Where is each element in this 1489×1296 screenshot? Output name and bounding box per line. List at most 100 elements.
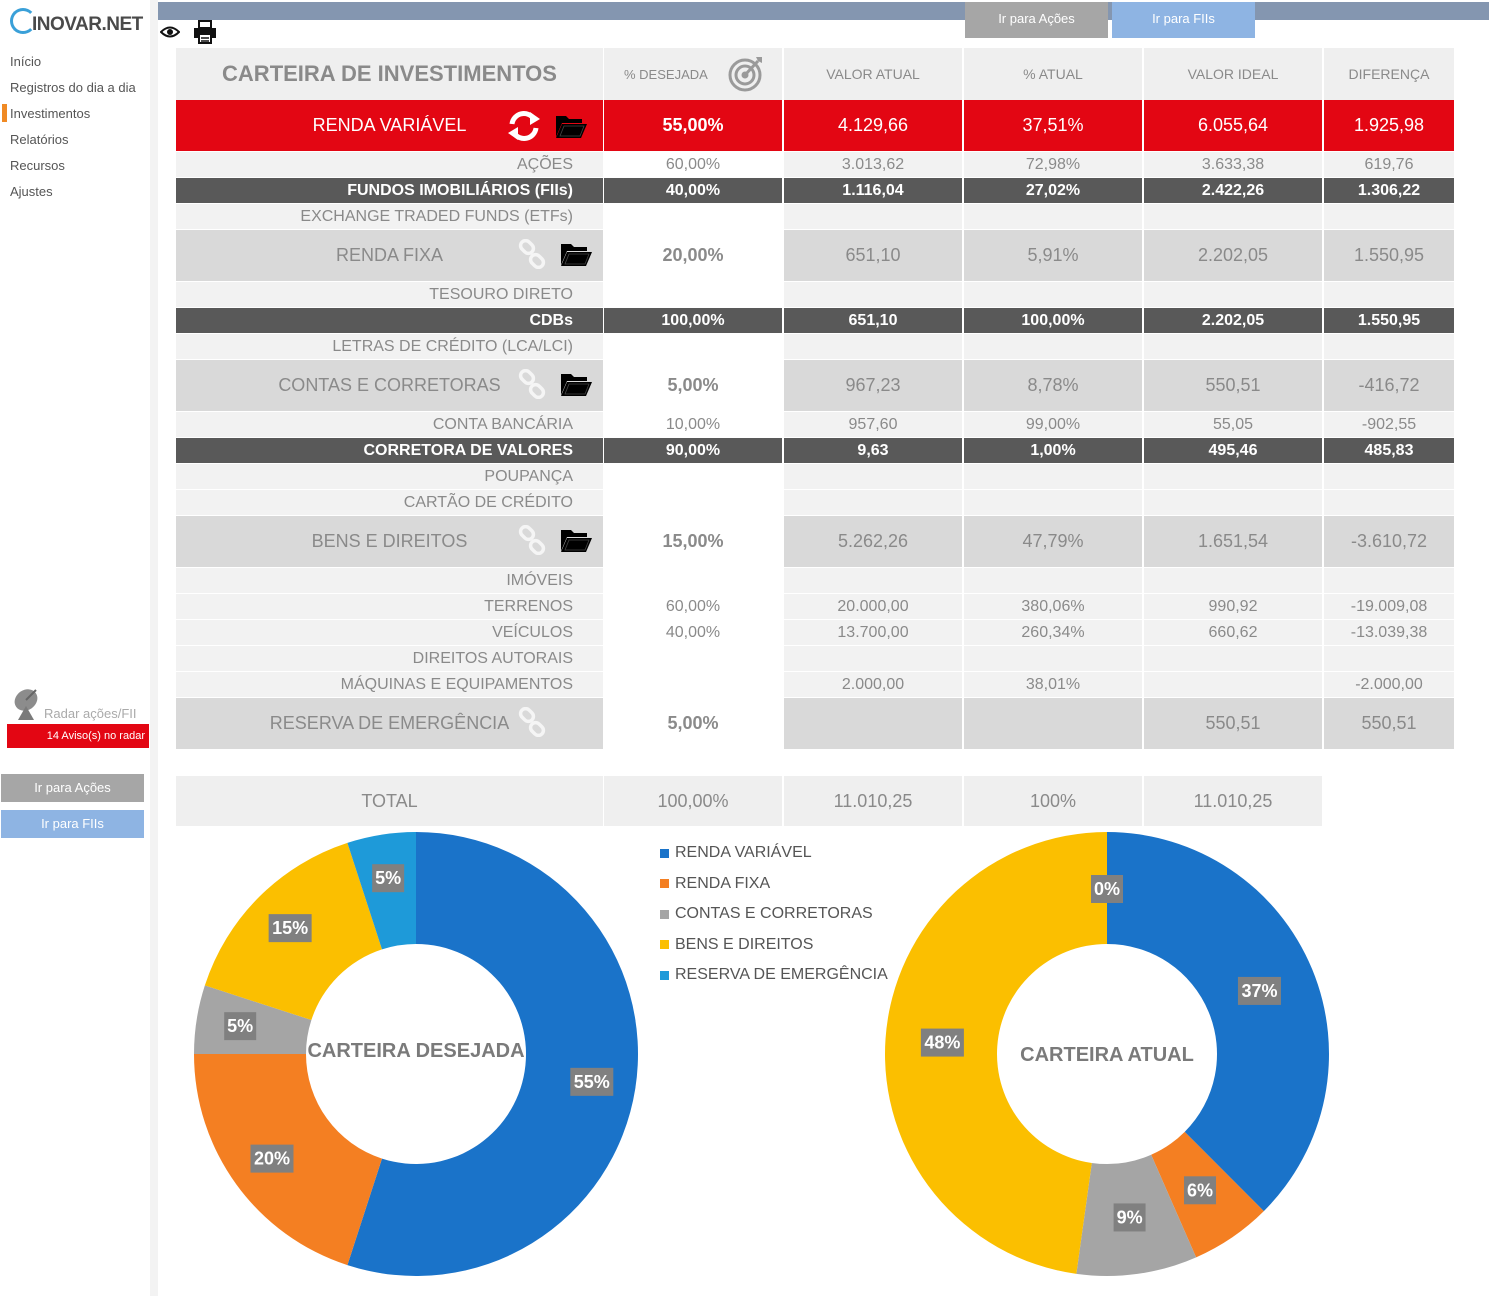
value-cell [1324, 464, 1454, 489]
slice-label-box [268, 914, 312, 943]
column-header-label: % DESEJADA [624, 66, 708, 82]
row-label: POUPANÇA [484, 467, 573, 485]
column-header-label: % ATUAL [1023, 66, 1083, 82]
print-icon[interactable] [192, 20, 218, 44]
folder-icon[interactable] [554, 112, 588, 140]
sidebar: INOVAR.NET Início Registros do dia a dia… [0, 0, 150, 1296]
nav-item-ajustes[interactable]: Ajustes [10, 184, 53, 199]
subitem-name-cell: DIREITOS AUTORAIS [176, 646, 603, 671]
value-cell [964, 646, 1142, 671]
subitem-name-cell: FUNDOS IMOBILIÁRIOS (FIIs) [176, 178, 603, 203]
slice-label-text: 5% [375, 868, 401, 888]
column-header-label: VALOR ATUAL [826, 66, 920, 82]
legend-item: RENDA VARIÁVEL [660, 844, 812, 862]
sidebar-acoes-button[interactable]: Ir para Ações [1, 774, 144, 802]
folder-icon[interactable] [559, 370, 593, 398]
sidebar-divider [150, 0, 158, 1296]
donut-slice [884, 832, 1107, 1274]
value-cell [604, 204, 782, 229]
column-header-label: DIFERENÇA [1348, 66, 1430, 82]
value-cell [1144, 646, 1322, 671]
eye-icon[interactable] [160, 24, 180, 40]
value-cell: -416,72 [1324, 360, 1454, 411]
value-cell: 550,51 [1144, 698, 1322, 749]
row-label: VEÍCULOS [492, 623, 573, 641]
subitem-name-cell: TESOURO DIRETO [176, 282, 603, 307]
value-cell: 1.116,04 [784, 178, 962, 203]
value-cell: -902,55 [1324, 412, 1454, 437]
value-cell: 495,46 [1144, 438, 1322, 463]
top-fiis-button[interactable]: Ir para FIIs [1112, 2, 1255, 38]
subitem-name-cell: CARTÃO DE CRÉDITO [176, 490, 603, 515]
folder-icon[interactable] [559, 526, 593, 554]
column-header: VALOR IDEAL [1144, 48, 1322, 100]
sidebar-fiis-button[interactable]: Ir para FIIs [1, 810, 144, 838]
legend-swatch [660, 848, 669, 858]
legend-label: RESERVA DE EMERGÊNCIA [675, 966, 888, 983]
chart-title: CARTEIRA ATUAL [1020, 1044, 1194, 1066]
nav-item-relatorios[interactable]: Relatórios [10, 132, 69, 147]
slice-label-box [1113, 1203, 1146, 1232]
subitem-name-cell: CONTA BANCÁRIA [176, 412, 603, 437]
row-action-icons [506, 109, 588, 143]
total-value-cell: 100,00% [604, 776, 782, 826]
value-cell: 4.129,66 [784, 100, 962, 151]
nav-item-registros[interactable]: Registros do dia a dia [10, 80, 136, 95]
value-cell: 55,00% [604, 100, 782, 151]
value-cell [784, 646, 962, 671]
folder-icon[interactable] [559, 240, 593, 268]
refresh-icon[interactable] [506, 109, 542, 143]
nav-item-recursos[interactable]: Recursos [10, 158, 65, 173]
value-cell [1324, 204, 1454, 229]
value-cell: 90,00% [604, 438, 782, 463]
column-header-label: VALOR IDEAL [1187, 66, 1279, 82]
slice-label-box [570, 1067, 614, 1096]
value-cell [784, 490, 962, 515]
row-label: RENDA FIXA [335, 245, 444, 265]
slice-data-label: 5% [372, 864, 405, 893]
value-cell [784, 464, 962, 489]
row-label: IMÓVEIS [506, 571, 573, 589]
radar-label[interactable]: Radar ações/FII [44, 706, 137, 721]
value-cell: 40,00% [604, 620, 782, 645]
slice-label-box [1091, 875, 1123, 903]
value-cell: 47,79% [964, 516, 1142, 567]
row-label: LETRAS DE CRÉDITO (LCA/LCI) [332, 337, 573, 355]
subitem-name-cell: LETRAS DE CRÉDITO (LCA/LCI) [176, 334, 603, 359]
value-cell [604, 672, 782, 697]
value-cell [1144, 204, 1322, 229]
link-icon[interactable] [517, 368, 547, 399]
value-cell [1144, 568, 1322, 593]
value-cell: -3.610,72 [1324, 516, 1454, 567]
value-cell [1324, 568, 1454, 593]
subitem-name-cell: AÇÕES [176, 152, 603, 177]
nav-item-inicio[interactable]: Início [10, 54, 42, 69]
value-cell: 15,00% [604, 516, 782, 567]
row-label: CARTÃO DE CRÉDITO [403, 493, 573, 511]
logo: INOVAR.NET [8, 6, 148, 42]
value-cell: 2.202,05 [1144, 230, 1322, 281]
link-icon[interactable] [517, 238, 547, 269]
slice-label-text: 5% [227, 1016, 253, 1036]
subitem-name-cell: MÁQUINAS E EQUIPAMENTOS [176, 672, 603, 697]
value-cell: 380,06% [964, 594, 1142, 619]
radar-dish-icon[interactable] [10, 688, 42, 722]
legend-swatch [660, 970, 669, 980]
value-cell: 2.000,00 [784, 672, 962, 697]
row-action-icons [517, 706, 547, 737]
value-cell: 1.306,22 [1324, 178, 1454, 203]
value-cell: 72,98% [964, 152, 1142, 177]
value-cell [604, 334, 782, 359]
category-name-cell: RESERVA DE EMERGÊNCIA [176, 698, 603, 749]
top-acoes-button[interactable]: Ir para Ações [965, 2, 1108, 38]
link-icon[interactable] [517, 706, 547, 737]
row-label: FUNDOS IMOBILIÁRIOS (FIIs) [347, 181, 573, 199]
link-icon[interactable] [517, 524, 547, 555]
row-label: EXCHANGE TRADED FUNDS (ETFs) [300, 207, 573, 225]
column-header: % DESEJADA [604, 48, 782, 100]
nav-item-investimentos[interactable]: Investimentos [10, 106, 91, 121]
value-cell: 60,00% [604, 594, 782, 619]
row-label: BENS E DIREITOS [311, 531, 468, 551]
chart-carteira-atual: 37% 6% 9% 48% 0% CARTEIRA ATUAL [884, 832, 1329, 1276]
radar-alert-badge[interactable]: 14 Aviso(s) no radar [7, 724, 149, 748]
